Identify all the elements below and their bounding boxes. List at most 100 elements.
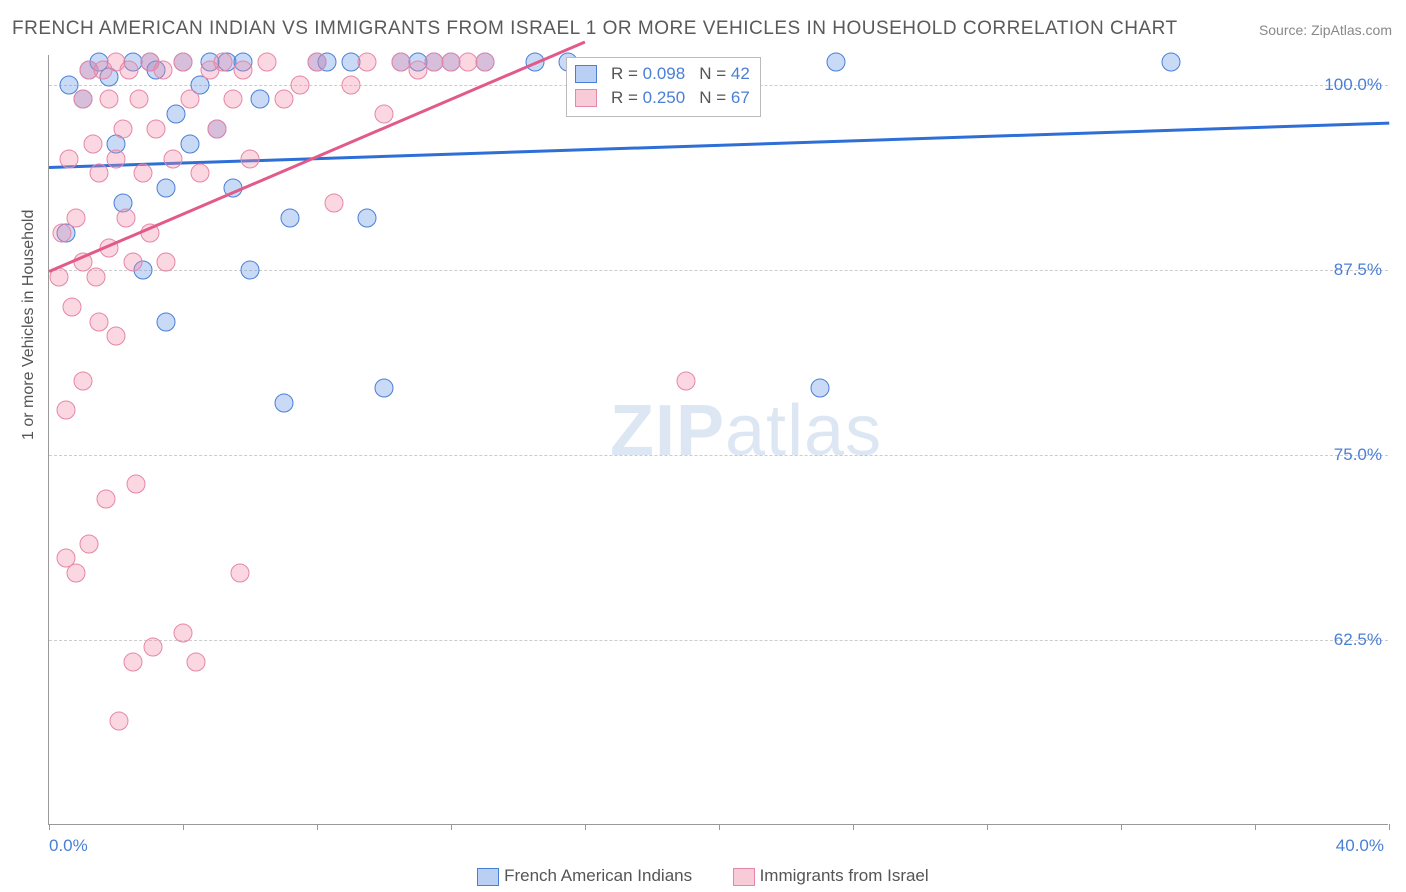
data-point bbox=[324, 194, 343, 213]
data-point bbox=[73, 371, 92, 390]
data-point bbox=[224, 90, 243, 109]
data-point bbox=[60, 149, 79, 168]
data-point bbox=[147, 120, 166, 139]
swatch-pink-icon bbox=[733, 868, 755, 886]
r-value-2: 0.250 bbox=[643, 88, 686, 107]
swatch-blue-icon bbox=[477, 868, 499, 886]
data-point bbox=[341, 75, 360, 94]
data-point bbox=[257, 53, 276, 72]
data-point bbox=[130, 90, 149, 109]
data-point bbox=[123, 253, 142, 272]
data-point bbox=[291, 75, 310, 94]
bottom-legend: French American Indians Immigrants from … bbox=[0, 866, 1406, 886]
data-point bbox=[827, 53, 846, 72]
r-label: R = 0.250 bbox=[611, 88, 685, 108]
n-value-1: 42 bbox=[731, 64, 750, 83]
x-tick bbox=[719, 824, 720, 830]
data-point bbox=[110, 712, 129, 731]
data-point bbox=[120, 60, 139, 79]
data-point bbox=[133, 164, 152, 183]
data-point bbox=[230, 564, 249, 583]
n-label: N = 42 bbox=[699, 64, 750, 84]
legend-item-2: Immigrants from Israel bbox=[733, 866, 929, 885]
data-point bbox=[123, 653, 142, 672]
data-point bbox=[475, 53, 494, 72]
data-point bbox=[375, 379, 394, 398]
data-point bbox=[73, 90, 92, 109]
legend-label-1: French American Indians bbox=[504, 866, 692, 885]
x-tick bbox=[1255, 824, 1256, 830]
y-tick-label: 87.5% bbox=[1334, 260, 1382, 280]
data-point bbox=[358, 53, 377, 72]
x-tick bbox=[1121, 824, 1122, 830]
data-point bbox=[117, 208, 136, 227]
data-point bbox=[157, 179, 176, 198]
data-point bbox=[180, 90, 199, 109]
n-value-2: 67 bbox=[731, 88, 750, 107]
data-point bbox=[358, 208, 377, 227]
n-label: N = 67 bbox=[699, 88, 750, 108]
data-point bbox=[241, 149, 260, 168]
data-point bbox=[308, 53, 327, 72]
data-point bbox=[66, 564, 85, 583]
watermark-atlas: atlas bbox=[725, 391, 882, 471]
data-point bbox=[153, 60, 172, 79]
watermark: ZIPatlas bbox=[610, 390, 882, 472]
data-point bbox=[127, 475, 146, 494]
data-point bbox=[234, 60, 253, 79]
data-point bbox=[676, 371, 695, 390]
x-tick bbox=[317, 824, 318, 830]
gridline bbox=[49, 640, 1388, 641]
legend-stats-box: R = 0.098 N = 42 R = 0.250 N = 67 bbox=[566, 57, 761, 117]
x-tick bbox=[853, 824, 854, 830]
data-point bbox=[86, 268, 105, 287]
x-tick bbox=[987, 824, 988, 830]
data-point bbox=[113, 120, 132, 139]
data-point bbox=[241, 260, 260, 279]
y-tick-label: 62.5% bbox=[1334, 630, 1382, 650]
data-point bbox=[174, 53, 193, 72]
x-tick-label-max: 40.0% bbox=[1336, 836, 1384, 856]
data-point bbox=[100, 90, 119, 109]
legend-stats-row-1: R = 0.098 N = 42 bbox=[575, 62, 750, 86]
x-tick-label-min: 0.0% bbox=[49, 836, 88, 856]
legend-stats-row-2: R = 0.250 N = 67 bbox=[575, 86, 750, 110]
data-point bbox=[96, 490, 115, 509]
data-point bbox=[274, 393, 293, 412]
data-point bbox=[53, 223, 72, 242]
data-point bbox=[190, 164, 209, 183]
swatch-pink-icon bbox=[575, 89, 597, 107]
swatch-blue-icon bbox=[575, 65, 597, 83]
data-point bbox=[80, 534, 99, 553]
x-tick bbox=[183, 824, 184, 830]
y-tick-label: 100.0% bbox=[1324, 75, 1382, 95]
data-point bbox=[274, 90, 293, 109]
x-tick bbox=[49, 824, 50, 830]
data-point bbox=[66, 208, 85, 227]
data-point bbox=[157, 312, 176, 331]
r-label: R = 0.098 bbox=[611, 64, 685, 84]
x-tick bbox=[451, 824, 452, 830]
data-point bbox=[214, 53, 233, 72]
data-point bbox=[56, 401, 75, 420]
x-tick bbox=[1389, 824, 1390, 830]
data-point bbox=[143, 638, 162, 657]
data-point bbox=[180, 134, 199, 153]
data-point bbox=[174, 623, 193, 642]
data-point bbox=[251, 90, 270, 109]
data-point bbox=[187, 653, 206, 672]
y-tick-label: 75.0% bbox=[1334, 445, 1382, 465]
data-point bbox=[167, 105, 186, 124]
data-point bbox=[281, 208, 300, 227]
data-point bbox=[107, 327, 126, 346]
r-value-1: 0.098 bbox=[643, 64, 686, 83]
chart-title: FRENCH AMERICAN INDIAN VS IMMIGRANTS FRO… bbox=[12, 18, 1178, 40]
data-point bbox=[63, 297, 82, 316]
data-point bbox=[157, 253, 176, 272]
data-point bbox=[375, 105, 394, 124]
data-point bbox=[163, 149, 182, 168]
data-point bbox=[107, 149, 126, 168]
legend-item-1: French American Indians bbox=[477, 866, 697, 885]
data-point bbox=[207, 120, 226, 139]
data-point bbox=[83, 134, 102, 153]
